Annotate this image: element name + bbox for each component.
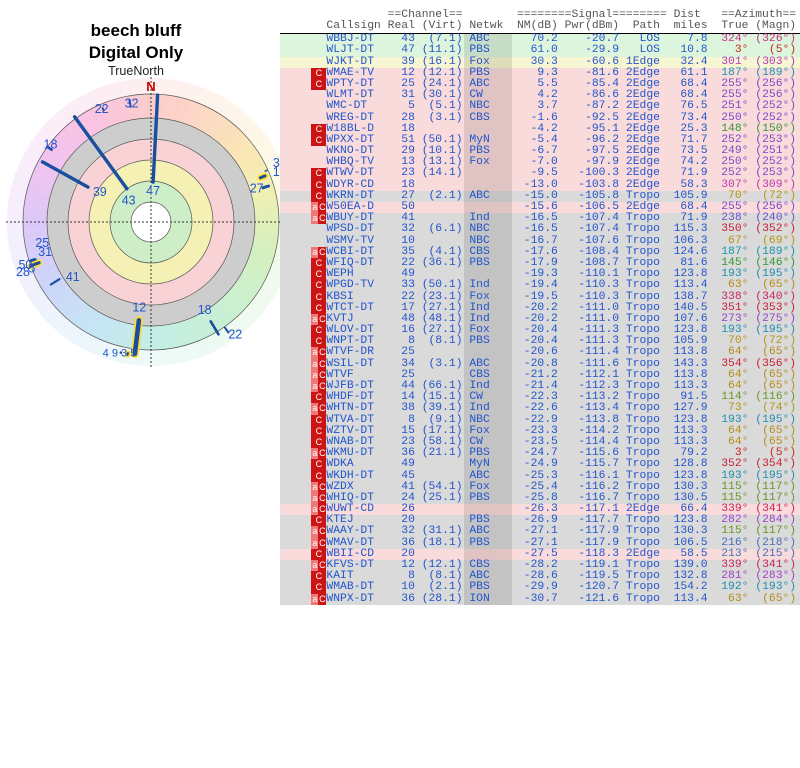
svg-text:43: 43 bbox=[122, 193, 136, 207]
svg-text:N: N bbox=[146, 79, 155, 94]
svg-text:32: 32 bbox=[125, 97, 139, 111]
svg-text:5: 5 bbox=[28, 261, 35, 275]
svg-text:22: 22 bbox=[228, 328, 242, 342]
svg-text:18: 18 bbox=[198, 303, 212, 317]
svg-text:39: 39 bbox=[93, 185, 107, 199]
svg-text:41: 41 bbox=[66, 270, 80, 284]
svg-text:27: 27 bbox=[250, 182, 264, 196]
svg-text:12: 12 bbox=[132, 300, 146, 314]
svg-text:18: 18 bbox=[44, 138, 58, 152]
svg-text:4 9 3 5: 4 9 3 5 bbox=[103, 347, 137, 359]
svg-text:25: 25 bbox=[35, 236, 49, 250]
svg-text:22: 22 bbox=[95, 102, 109, 116]
svg-text:47: 47 bbox=[146, 184, 160, 198]
